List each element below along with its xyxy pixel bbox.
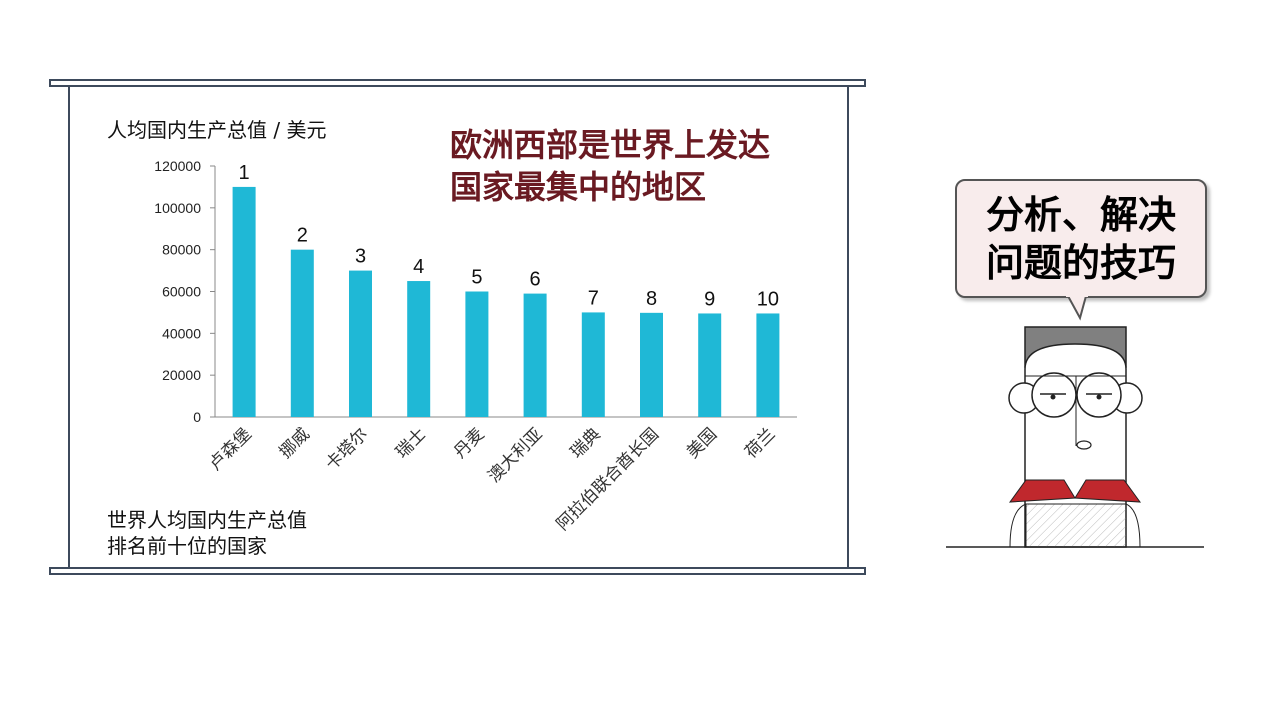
x-category-label: 澳大利亚 [484, 424, 546, 486]
y-tick-label: 40000 [162, 325, 201, 341]
right-collar [1074, 479, 1142, 503]
bar-10 [756, 313, 780, 417]
speech-bubble: 分析、解决 问题的技巧 [955, 179, 1207, 298]
bar-6 [523, 293, 547, 417]
bar-3 [349, 270, 372, 417]
x-category-label: 美国 [683, 424, 721, 462]
bar-data-label: 1 [239, 162, 250, 184]
bar-8 [640, 312, 663, 417]
mouth [1076, 440, 1092, 450]
caption-line-2: 排名前十位的国家 [107, 534, 267, 558]
x-category-label: 卢森堡 [205, 424, 255, 474]
x-category-label: 荷兰 [741, 424, 779, 462]
y-tick-label: 100000 [154, 200, 201, 216]
y-tick-label: 0 [193, 409, 201, 425]
bar-1 [232, 186, 256, 417]
bar-data-label: 10 [757, 288, 779, 310]
bar-data-label: 8 [646, 288, 657, 310]
bar-5 [465, 291, 489, 417]
x-category-label: 瑞士 [392, 424, 430, 462]
speech-bubble-tail [1066, 296, 1088, 321]
x-category-label: 丹麦 [450, 424, 488, 462]
x-category-label: 卡塔尔 [322, 424, 372, 474]
bar-data-label: 5 [471, 267, 482, 289]
scroll-bottom-rod [49, 567, 866, 575]
bar-data-label: 2 [297, 225, 308, 247]
bar-data-label: 9 [704, 288, 715, 310]
y-tick-label: 120000 [154, 158, 201, 174]
headline-line-1: 欧洲西部是世界上发达 [450, 126, 771, 164]
left-eye [1050, 394, 1056, 400]
y-tick-label: 80000 [162, 242, 201, 258]
bubble-line-2: 问题的技巧 [985, 241, 1176, 285]
shirt [1025, 503, 1127, 548]
bar-data-label: 7 [588, 287, 599, 309]
bar-data-label: 3 [355, 246, 366, 268]
bubble-line-1: 分析、解决 [985, 193, 1176, 237]
bar-2 [290, 249, 314, 417]
bar-9 [698, 313, 722, 417]
chart-caption: 世界人均国内生产总值 排名前十位的国家 [107, 507, 307, 559]
x-category-label: 阿拉伯联合酋长国 [553, 424, 663, 534]
scroll-top-rod [49, 79, 866, 87]
bar-data-label: 4 [413, 256, 424, 278]
teacher-character-illustration [946, 296, 1204, 548]
headline-line-2: 国家最集中的地区 [450, 168, 707, 206]
x-category-label: 瑞典 [567, 424, 605, 462]
y-tick-label: 60000 [162, 284, 201, 300]
bar-7 [581, 312, 605, 417]
speech-bubble-text: 分析、解决 问题的技巧 [957, 191, 1205, 287]
bar-4 [407, 281, 431, 417]
left-shoulder [1009, 503, 1027, 548]
scroll-panel [68, 87, 849, 567]
right-eye [1096, 394, 1102, 400]
bar-data-label: 6 [530, 269, 541, 291]
left-collar [1008, 479, 1076, 503]
x-category-label: 挪威 [276, 424, 314, 462]
headline: 欧洲西部是世界上发达 国家最集中的地区 [450, 124, 850, 208]
right-shoulder [1125, 503, 1141, 548]
caption-line-1: 世界人均国内生产总值 [107, 508, 307, 532]
y-tick-label: 20000 [162, 367, 201, 383]
tail-cover [1066, 296, 1088, 297]
y-axis-unit-label: 人均国内生产总值 / 美元 [107, 118, 327, 142]
